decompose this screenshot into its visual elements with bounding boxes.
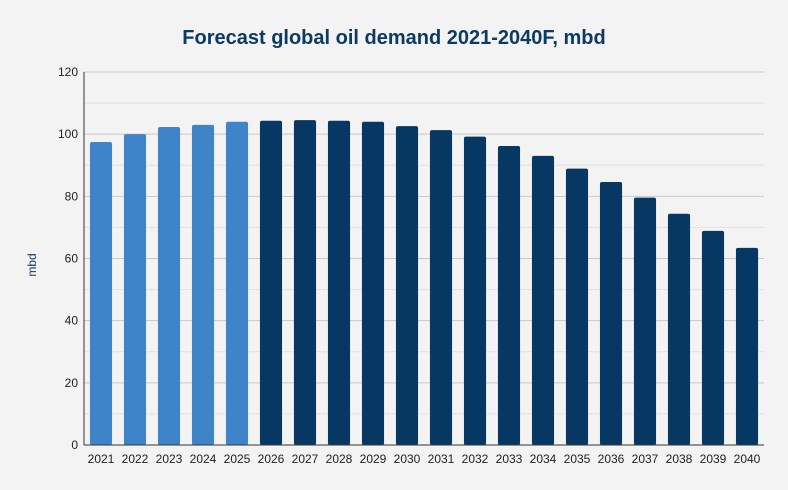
bar-2036 <box>599 182 623 445</box>
y-tick-label: 100 <box>58 127 78 141</box>
x-tick-label: 2030 <box>394 452 421 466</box>
bar-2038 <box>667 213 691 445</box>
x-tick-label: 2023 <box>156 452 183 466</box>
bar-2031 <box>429 130 453 445</box>
x-tick-label: 2025 <box>224 452 251 466</box>
y-tick-label: 0 <box>71 438 78 452</box>
x-tick-label: 2040 <box>734 452 761 466</box>
y-tick-label: 120 <box>58 65 78 79</box>
x-tick-label: 2038 <box>666 452 693 466</box>
chart-title: Forecast global oil demand 2021-2040F, m… <box>182 27 605 49</box>
x-tick-label: 2035 <box>564 452 591 466</box>
bar-2025 <box>225 121 249 445</box>
bar-2033 <box>497 145 521 445</box>
bar-2034 <box>531 155 555 446</box>
bar-2022 <box>123 134 147 445</box>
x-tick-label: 2028 <box>326 452 353 466</box>
bar-2035 <box>565 168 589 445</box>
y-tick-label: 40 <box>65 314 79 328</box>
x-tick-label: 2021 <box>88 452 115 466</box>
bar-2029 <box>361 121 385 445</box>
bar-2026 <box>259 120 283 445</box>
x-tick-label: 2022 <box>122 452 149 466</box>
x-tick-label: 2024 <box>190 452 217 466</box>
bar-2024 <box>191 124 215 445</box>
bar-2037 <box>633 197 657 445</box>
x-tick-label: 2031 <box>428 452 455 466</box>
bar-2027 <box>293 120 317 445</box>
x-tick-label: 2032 <box>462 452 489 466</box>
bar-2030 <box>395 126 419 446</box>
x-tick-label: 2034 <box>530 452 557 466</box>
bar-2040 <box>735 247 759 445</box>
x-tick-label: 2037 <box>632 452 659 466</box>
bar-2032 <box>463 136 487 446</box>
x-tick-label: 2026 <box>258 452 285 466</box>
x-tick-label: 2027 <box>292 452 319 466</box>
y-tick-label: 60 <box>65 252 79 266</box>
y-tick-labels: 0 20 40 60 80 100 120 <box>58 65 78 452</box>
x-tick-label: 2039 <box>700 452 727 466</box>
y-tick-label: 80 <box>65 189 79 203</box>
bars <box>89 120 759 446</box>
x-tick-label: 2033 <box>496 452 523 466</box>
y-tick-label: 20 <box>65 376 79 390</box>
bar-2039 <box>701 230 725 445</box>
bar-2023 <box>157 127 181 445</box>
bar-2028 <box>327 120 351 445</box>
axes <box>83 72 764 446</box>
y-axis-label: mbd <box>25 253 39 276</box>
x-tick-labels: 2021 2022 2023 2024 2025 2026 2027 2028 2029 2030… <box>88 452 761 466</box>
x-tick-label: 2036 <box>598 452 625 466</box>
x-tick-label: 2029 <box>360 452 387 466</box>
bar-2021 <box>89 141 113 445</box>
